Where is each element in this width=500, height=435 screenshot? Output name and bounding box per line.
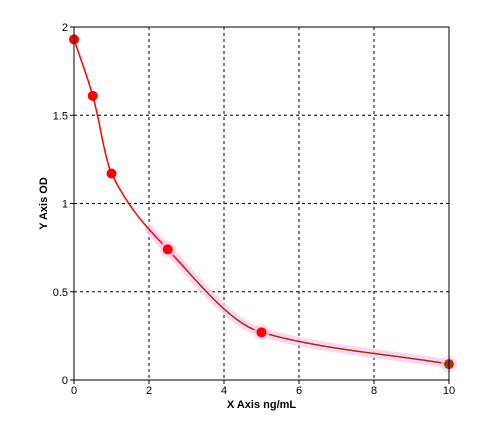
y-tick-label: 1.5: [53, 110, 68, 122]
y-axis-title: Y Axis OD: [38, 177, 50, 230]
data-point: [162, 244, 173, 255]
x-tick-label: 0: [71, 385, 77, 397]
data-points: [69, 34, 457, 373]
x-tick-label: 2: [146, 385, 152, 397]
data-point: [256, 327, 267, 338]
x-tick-label: 4: [221, 385, 227, 397]
x-tick-label: 10: [443, 385, 455, 397]
x-axis-title: X Axis ng/mL: [227, 399, 297, 411]
x-tick-label: 6: [296, 385, 302, 397]
y-tick-label: 0.5: [53, 287, 68, 299]
fitted-curve-lower: [185, 269, 450, 365]
grid-lines: [74, 27, 449, 380]
data-point: [106, 168, 117, 179]
y-tick-label: 0: [62, 375, 68, 387]
y-axis-ticks: 0 0.5 1 1.5 2: [53, 22, 74, 387]
fitted-curve-upper: [73, 39, 188, 271]
data-point: [87, 90, 98, 101]
x-axis-ticks: 0 2 4 6 8 10: [71, 380, 455, 397]
y-tick-label: 2: [62, 22, 68, 34]
x-tick-label: 8: [371, 385, 377, 397]
fitted-curve: [73, 39, 450, 365]
y-tick-label: 1: [62, 199, 68, 211]
